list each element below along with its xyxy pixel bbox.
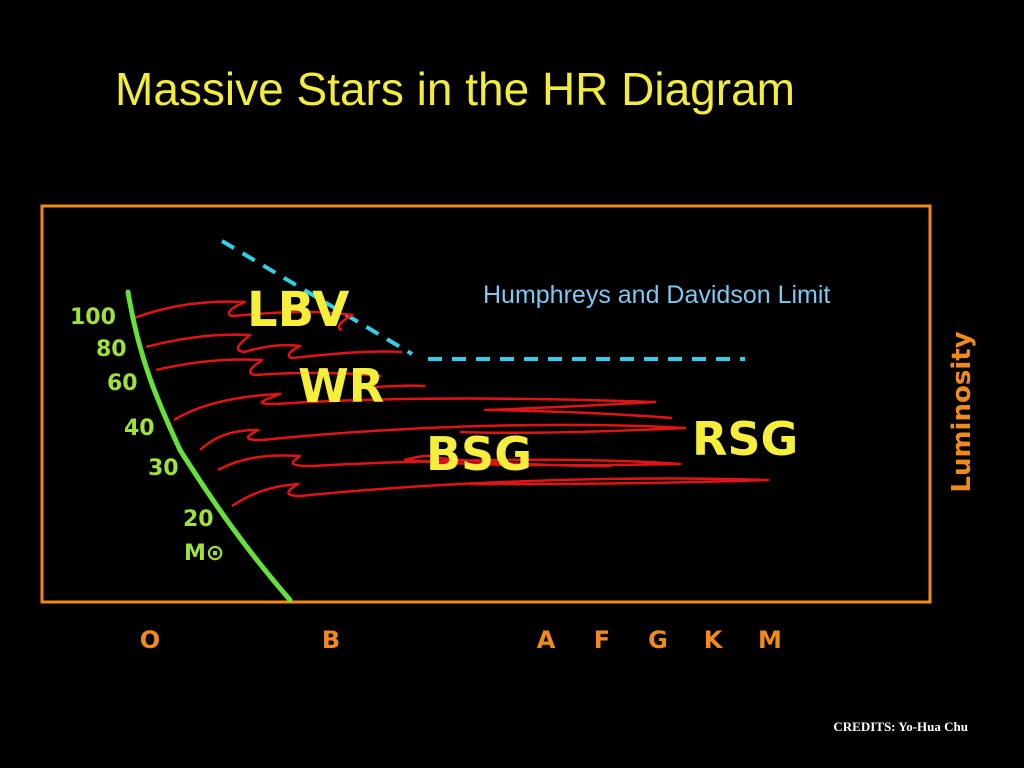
mass-label-60: 60: [107, 371, 138, 396]
spectral-class-g: G: [648, 626, 668, 654]
track-60: [155, 358, 426, 389]
evolutionary-tracks: [133, 300, 770, 508]
humphreys-davidson-limit: [220, 239, 745, 361]
mass-label-20: 20: [183, 507, 214, 532]
track-35: [199, 423, 687, 451]
spectral-class-m: M: [758, 626, 782, 654]
mass-labels: 100 80 60 40 30 20 M⊙: [70, 305, 224, 566]
spectral-class-o: O: [140, 626, 160, 654]
region-rsg: RSG: [692, 412, 798, 466]
region-lbv: LBV: [247, 282, 349, 338]
track-100: [133, 300, 354, 332]
diagram-frame: [40, 204, 932, 604]
spectral-class-a: A: [537, 626, 556, 654]
limit-diagonal: [220, 239, 414, 356]
limit-label: Humphreys and Davidson Limit: [483, 281, 830, 309]
region-bsg: BSG: [426, 427, 532, 481]
track-40: [173, 392, 673, 422]
mass-label-30: 30: [148, 456, 179, 481]
page-title: Massive Stars in the HR Diagram: [115, 63, 795, 115]
track-30: [217, 454, 682, 472]
luminosity-axis-label: Luminosity: [947, 331, 977, 492]
main-sequence-line: [125, 289, 293, 603]
region-labels: LBV WR BSG RSG: [247, 282, 798, 481]
mass-label-40: 40: [124, 416, 155, 441]
spectral-class-f: F: [594, 626, 610, 654]
spectral-class-axis: O B A F G K M: [140, 626, 782, 654]
credits-text: CREDITS: Yo-Hua Chu: [833, 719, 968, 734]
track-20: [231, 477, 770, 508]
mass-label-100: 100: [70, 305, 116, 330]
spectral-class-b: B: [322, 626, 340, 654]
track-80: [145, 333, 403, 360]
mass-label-80: 80: [96, 337, 127, 362]
spectral-class-k: K: [704, 626, 724, 654]
region-wr: WR: [298, 359, 384, 413]
mass-unit: M⊙: [184, 541, 224, 566]
